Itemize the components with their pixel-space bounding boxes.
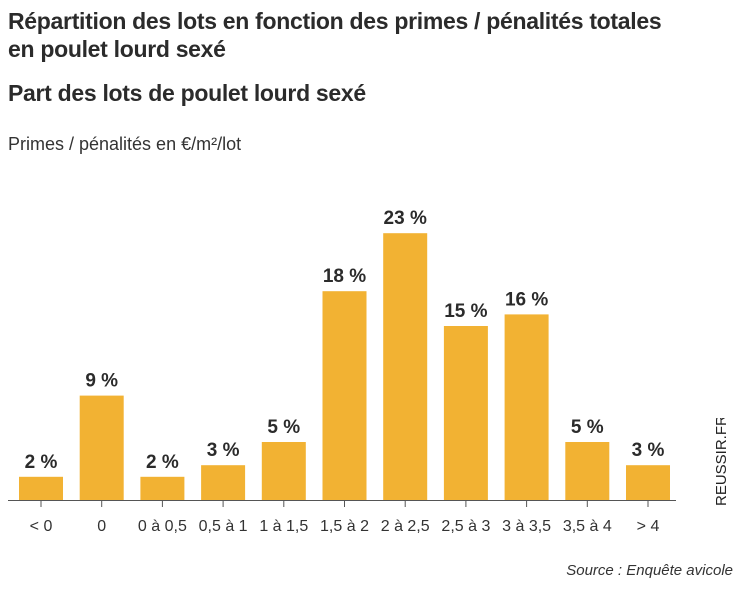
data-label-1: 9 % [85,371,118,392]
bar-1 [79,395,124,500]
x-tick-label-9: 3,5 à 4 [563,518,612,535]
bar-7 [443,326,488,500]
data-label-0: 2 % [25,452,58,473]
data-label-2: 2 % [146,452,179,473]
data-label-7: 15 % [444,301,487,322]
bar-4 [261,442,306,500]
watermark: REUSSIR.FR [713,418,730,506]
bar-chart: 2 % < 0 9 % 0 2 % 0 à 0,5 3 % 0,5 à 1 5 % 1 à 1,5… [8,208,676,535]
bar-5 [322,291,367,500]
watermark-text: REUSSIR.FR [713,418,730,506]
x-tick-label-5: 1,5 à 2 [320,518,369,535]
chart-title-line-2: en poulet lourd sexé [8,36,226,62]
bar-6 [383,233,428,500]
x-tick-label-10: > 4 [637,518,660,535]
x-tick-label-0: < 0 [30,518,53,535]
source-note: Source : Enquête avicole [566,562,733,579]
unit-label: Primes / pénalités en €/m²/lot [8,134,242,154]
data-label-3: 3 % [207,440,240,461]
data-label-9: 5 % [571,417,604,438]
bar-2 [140,476,185,500]
bar-9 [565,442,610,500]
data-label-8: 16 % [505,289,548,310]
x-tick-label-4: 1 à 1,5 [259,518,308,535]
x-tick-label-8: 3 à 3,5 [502,518,551,535]
data-label-6: 23 % [384,208,427,229]
chart-title-line-1: Répartition des lots en fonction des pri… [8,8,662,34]
bar-3 [201,465,246,500]
x-tick-label-3: 0,5 à 1 [199,518,248,535]
x-tick-label-7: 2,5 à 3 [441,518,490,535]
bar-10 [626,465,670,500]
chart-subtitle: Part des lots de poulet lourd sexé [8,80,366,106]
x-tick-label-1: 0 [97,518,106,535]
x-tick-label-6: 2 à 2,5 [381,518,430,535]
data-label-4: 5 % [267,417,300,438]
bar-8 [504,314,549,500]
data-label-10: 3 % [632,440,665,461]
x-tick-label-2: 0 à 0,5 [138,518,187,535]
bar-0 [19,476,63,500]
data-label-5: 18 % [323,266,366,287]
